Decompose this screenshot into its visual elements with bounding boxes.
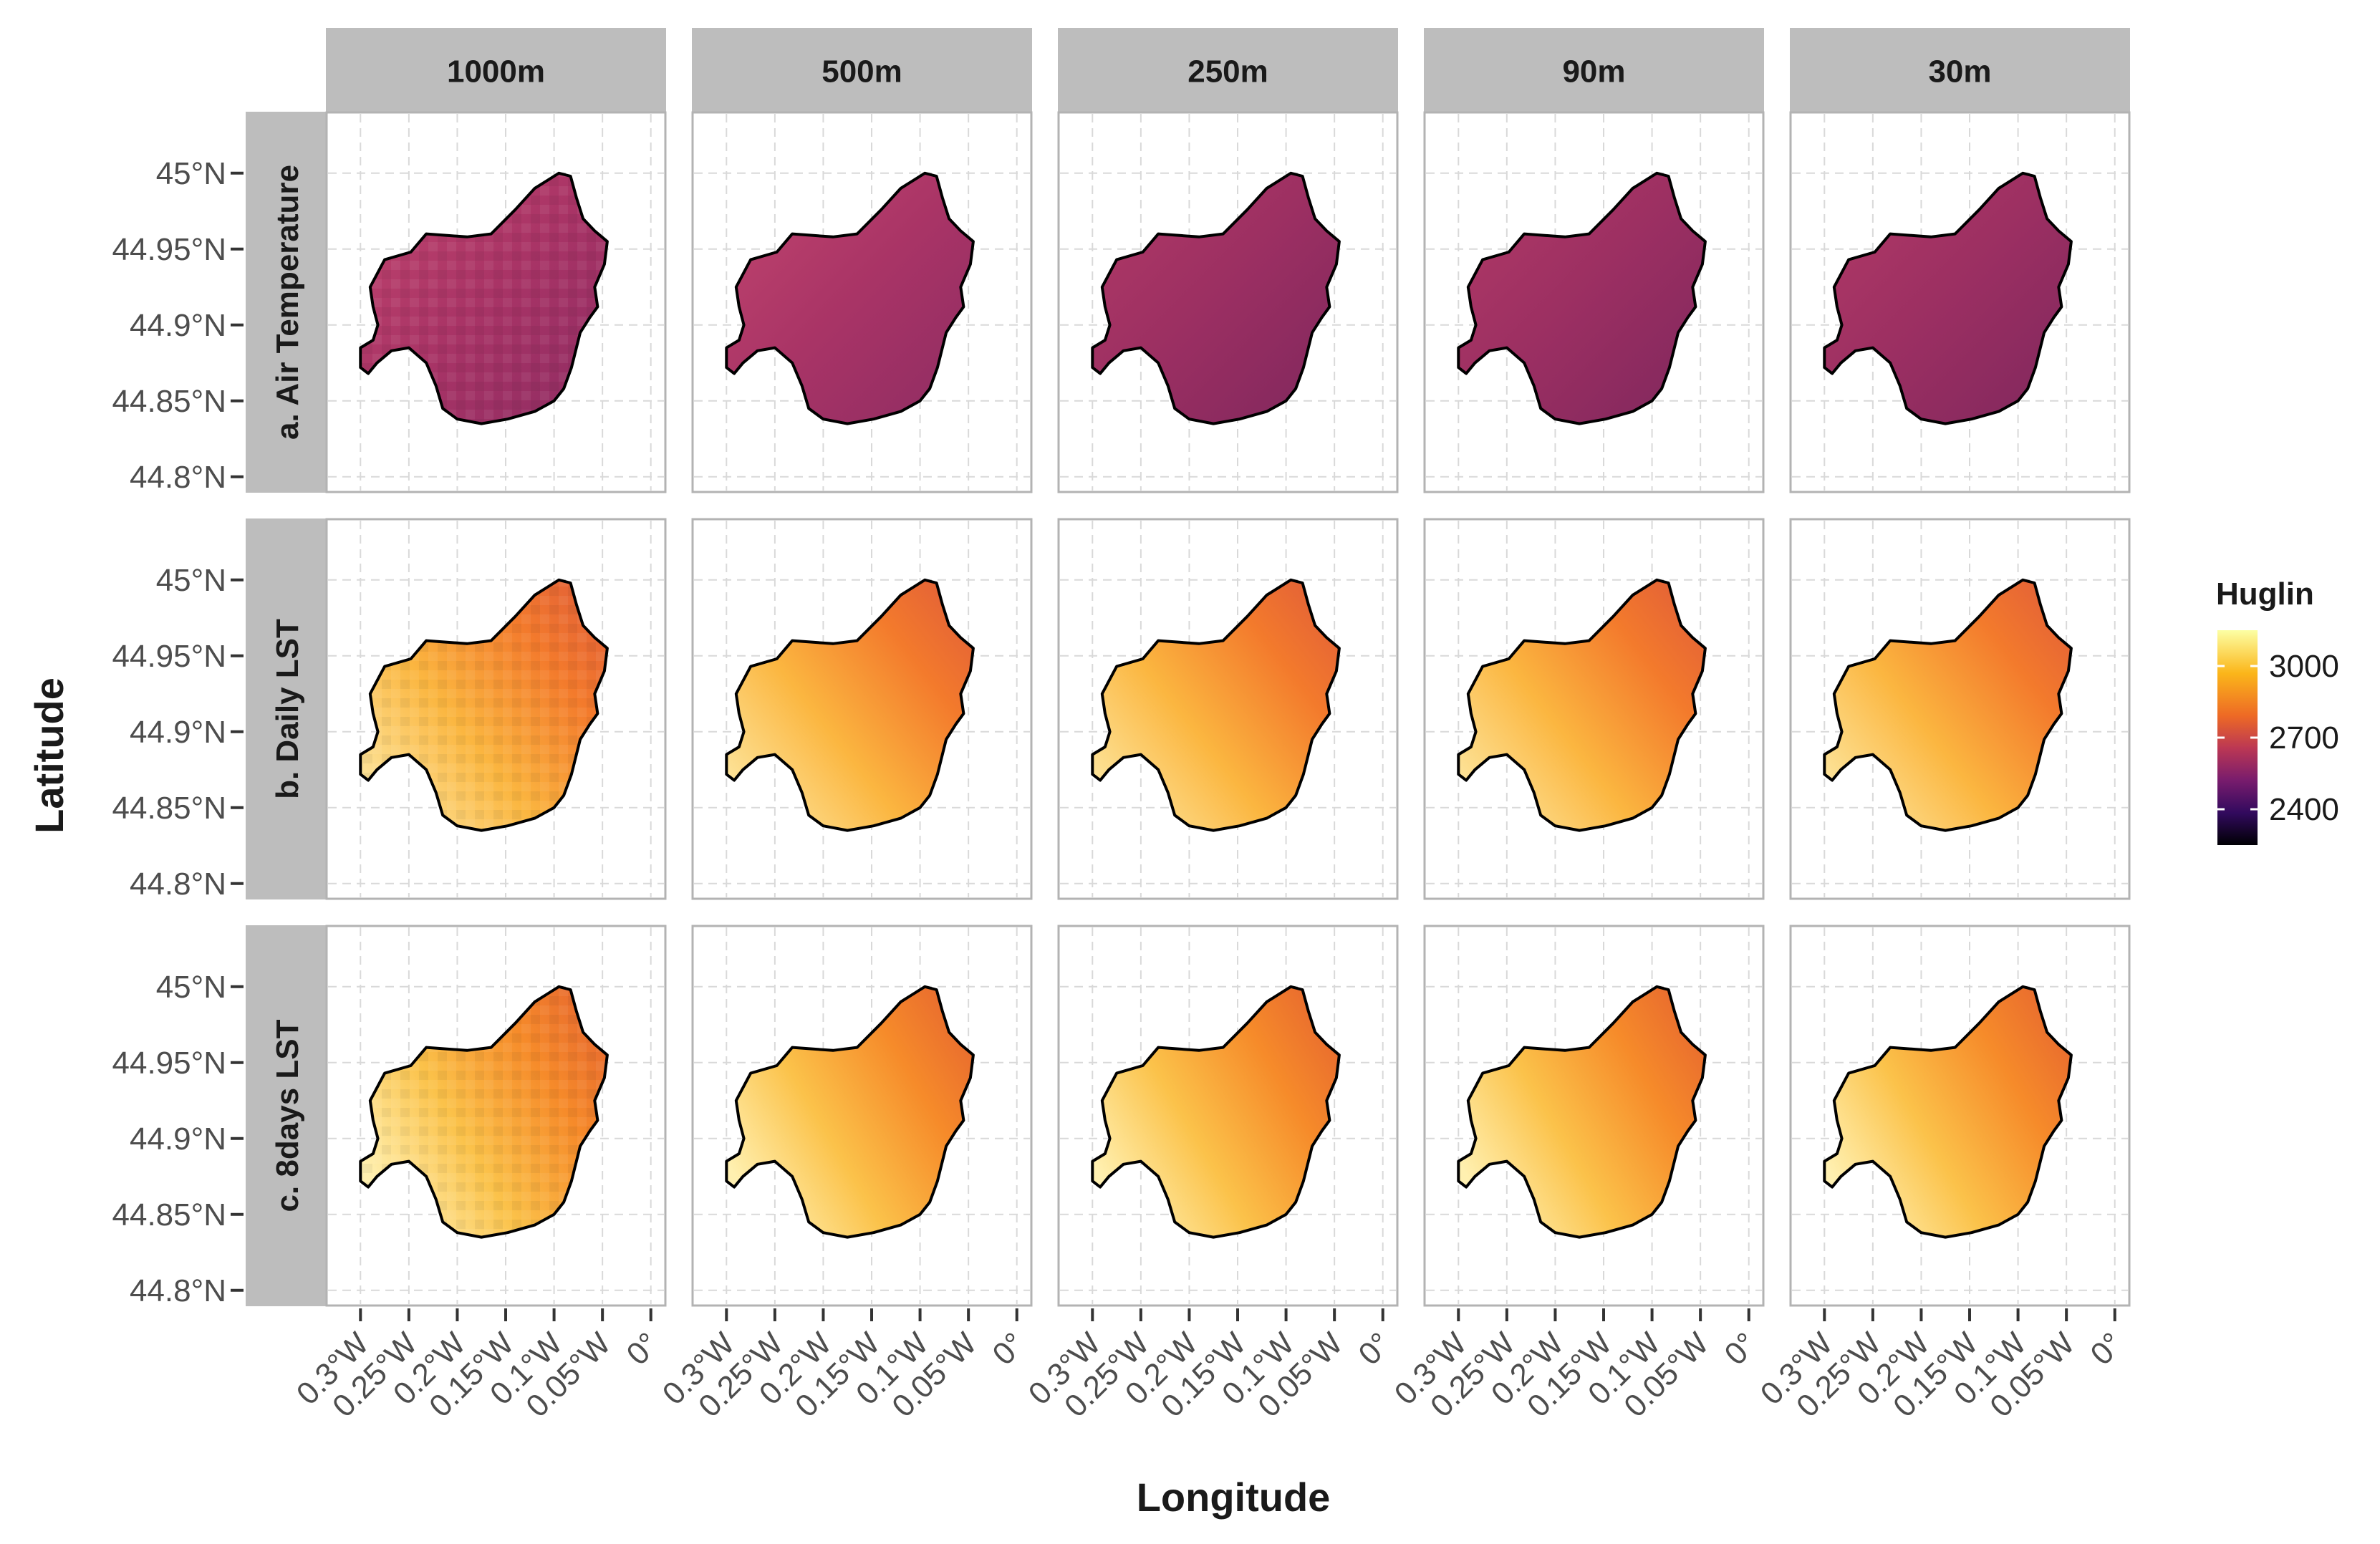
column-strip-label: 1000m <box>447 54 545 90</box>
region-raster <box>1092 986 1339 1237</box>
legend-tick-label: 3000 <box>2269 649 2339 684</box>
x-tick-label: 0° <box>1717 1326 1763 1371</box>
column-strip-label: 250m <box>1187 54 1268 90</box>
map-panel <box>1423 925 1765 1307</box>
column-strip-label: 30m <box>1928 54 1991 90</box>
region-outline <box>725 985 975 1239</box>
region-outline <box>1091 171 1341 425</box>
column-strip <box>1790 28 2130 113</box>
row-strip-label: b. Daily LST <box>270 619 305 799</box>
region-raster-pixels <box>360 173 607 424</box>
map-panel <box>1057 925 1399 1307</box>
region-raster <box>726 986 973 1237</box>
column-strip <box>692 28 1032 113</box>
region-raster <box>1092 579 1339 831</box>
row-strip <box>246 518 327 899</box>
y-tick-label: 44.8°N <box>130 460 226 495</box>
region-raster <box>726 173 973 424</box>
y-tick-label: 44.9°N <box>130 308 226 343</box>
region-raster <box>726 579 973 831</box>
map-panel <box>1789 111 2131 493</box>
region-outline <box>1457 171 1707 425</box>
column-strip <box>1424 28 1764 113</box>
region-raster <box>1824 173 2071 424</box>
y-axis-title: Latitude <box>27 677 72 834</box>
region-outline <box>1091 985 1341 1239</box>
y-tick-label: 44.9°N <box>130 715 226 750</box>
y-tick-label: 44.85°N <box>112 384 226 419</box>
region-raster-pixels <box>360 986 607 1237</box>
x-tick-label: 0° <box>1352 1326 1397 1371</box>
x-axis-title: Longitude <box>1137 1475 1331 1520</box>
y-tick-label: 44.9°N <box>130 1121 226 1157</box>
legend-title: Huglin <box>2216 576 2314 612</box>
region-raster <box>1458 986 1705 1237</box>
y-tick-label: 44.85°N <box>112 791 226 826</box>
legend-tick-label: 2700 <box>2269 720 2339 756</box>
region-raster <box>1458 173 1705 424</box>
column-strip <box>326 28 666 113</box>
region-raster <box>1824 579 2071 831</box>
y-tick-label: 45°N <box>156 970 226 1005</box>
map-panel <box>1423 111 1765 493</box>
region-outline <box>359 171 609 425</box>
y-tick-label: 44.85°N <box>112 1197 226 1232</box>
x-tick-label: 0° <box>986 1326 1031 1371</box>
map-panel <box>1789 925 2131 1307</box>
map-panel <box>1057 518 1399 900</box>
y-tick-label: 45°N <box>156 156 226 191</box>
y-tick-label: 45°N <box>156 563 226 598</box>
map-panel <box>691 518 1033 900</box>
region-outline <box>725 578 975 832</box>
region-outline <box>1091 578 1341 832</box>
x-tick-label: 0° <box>620 1326 665 1371</box>
y-tick-label: 44.95°N <box>112 232 226 267</box>
map-panel <box>691 925 1033 1307</box>
column-strip-label: 90m <box>1562 54 1625 90</box>
region-outline <box>1823 985 2073 1239</box>
map-panel <box>1057 111 1399 493</box>
region-raster <box>1092 173 1339 424</box>
region-outline <box>359 985 609 1239</box>
row-strip-label: c. 8days LST <box>270 1019 305 1212</box>
map-panel <box>1789 518 2131 900</box>
map-panel <box>325 925 667 1307</box>
region-outline <box>1457 578 1707 832</box>
region-raster-pixels <box>360 579 607 831</box>
y-tick-label: 44.8°N <box>130 1273 226 1308</box>
row-strip-label: a. Air Temperature <box>270 165 305 440</box>
region-outline <box>1457 985 1707 1239</box>
map-panel <box>325 518 667 900</box>
region-outline <box>725 171 975 425</box>
region-outline <box>1823 171 2073 425</box>
region-outline <box>1823 578 2073 832</box>
row-strip <box>246 112 327 493</box>
row-strip <box>246 925 327 1306</box>
map-panel <box>1423 518 1765 900</box>
region-outline <box>359 578 609 832</box>
column-strip-label: 500m <box>822 54 902 90</box>
x-tick-label: 0° <box>2083 1326 2129 1371</box>
region-raster <box>1458 579 1705 831</box>
region-raster <box>1824 986 2071 1237</box>
map-panel <box>691 111 1033 493</box>
legend-tick-label: 2400 <box>2269 792 2339 827</box>
y-tick-label: 44.8°N <box>130 867 226 902</box>
map-panel <box>325 111 667 493</box>
column-strip <box>1058 28 1398 113</box>
y-tick-label: 44.95°N <box>112 639 226 674</box>
y-tick-label: 44.95°N <box>112 1046 226 1081</box>
